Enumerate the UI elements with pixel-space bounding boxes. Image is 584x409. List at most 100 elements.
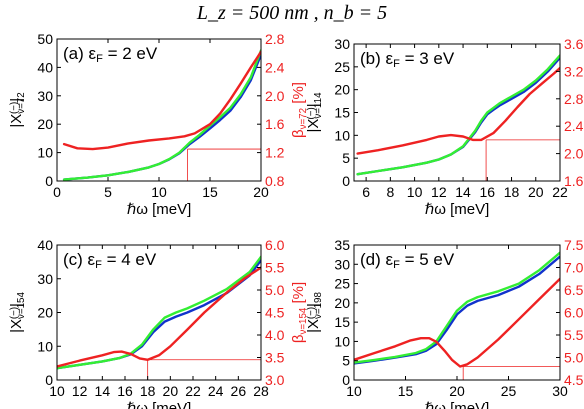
y2-tick-label: 1.6 <box>564 173 584 189</box>
series-red-line <box>62 50 261 151</box>
y2-tick-label: 4.0 <box>265 327 285 343</box>
series-blue-line <box>57 259 261 370</box>
y-tick-label: 15 <box>334 105 350 121</box>
series-red-line <box>57 266 261 368</box>
series-red-line <box>354 277 560 368</box>
x-tick-label: 15 <box>202 184 218 200</box>
y2-tick-label: 5.5 <box>265 260 285 276</box>
y-axis-label: |Xν=114(−)| <box>305 92 324 133</box>
x-tick-label: 10 <box>49 383 65 399</box>
y2-tick-label: 2.0 <box>265 88 285 104</box>
x-tick-label: 20 <box>449 383 465 399</box>
series-blue-line <box>62 53 261 181</box>
x-tick-label: 6 <box>362 184 370 200</box>
y2-tick-label: 3.6 <box>564 36 584 52</box>
y-axis-label: |Xν=198(−)| <box>305 292 324 333</box>
y2-tick-label: 1.2 <box>265 145 285 161</box>
x-tick-label: 22 <box>552 184 568 200</box>
y-tick-label: 20 <box>37 116 53 132</box>
x-tick-label: 20 <box>253 184 269 200</box>
y-tick-label: 10 <box>37 338 53 354</box>
y-tick-label: 30 <box>334 256 350 272</box>
x-tick-label: 12 <box>431 184 447 200</box>
panel-label: (c) εF = 4 eV <box>63 250 157 271</box>
x-axis-label: ℏω [meV] <box>425 400 490 409</box>
x-tick-label: 20 <box>528 184 544 200</box>
x-tick-label: 10 <box>407 184 423 200</box>
y2-tick-label: 5.0 <box>564 350 584 366</box>
x-tick-label: 25 <box>501 383 517 399</box>
y2-tick-label: 1.6 <box>265 116 285 132</box>
y2-axis-label: βν=154 [%] <box>290 282 309 343</box>
x-tick-label: 24 <box>208 383 224 399</box>
panel-label: (a) εF = 2 eV <box>63 44 158 65</box>
y2-tick-label: 2.8 <box>265 31 285 47</box>
y-tick-label: 10 <box>334 127 350 143</box>
y-tick-label: 40 <box>37 237 53 253</box>
x-tick-label: 12 <box>72 383 88 399</box>
y-tick-label: 25 <box>334 276 350 292</box>
y-tick-label: 30 <box>37 88 53 104</box>
y2-tick-label: 4.5 <box>564 372 584 388</box>
y2-tick-label: 0.8 <box>265 173 285 189</box>
y2-tick-label: 5.5 <box>564 327 584 343</box>
y-tick-label: 5 <box>342 353 350 369</box>
y2-tick-label: 2.4 <box>564 118 584 134</box>
x-axis-label: ℏω [meV] <box>127 201 192 218</box>
x-tick-label: 10 <box>346 383 362 399</box>
x-tick-label: 5 <box>104 184 112 200</box>
y2-tick-label: 6.0 <box>265 237 285 253</box>
panel-a: 0 5 10 15 20 0 10 20 30 40 50 0.8 1.2 1.6 2.0 2.4 2.8 (a)… <box>8 31 309 218</box>
y-tick-label: 10 <box>334 333 350 349</box>
y-axis-label: |Xν=72(−)| <box>8 92 27 127</box>
y-tick-label: 15 <box>334 314 350 330</box>
y2-tick-label: 3.5 <box>265 350 285 366</box>
y-tick-label: 0 <box>342 372 350 388</box>
y2-tick-label: 2.0 <box>564 146 584 162</box>
x-tick-label: 15 <box>398 383 414 399</box>
figure-title: L_z = 500 nm , n_b = 5 <box>196 2 388 24</box>
y-tick-label: 30 <box>334 36 350 52</box>
x-tick-label: 30 <box>552 383 568 399</box>
y-tick-label: 20 <box>334 82 350 98</box>
x-tick-label: 22 <box>185 383 201 399</box>
y2-tick-label: 7.0 <box>564 260 584 276</box>
y-tick-label: 35 <box>334 237 350 253</box>
x-axis-label: ℏω [meV] <box>425 201 490 218</box>
y2-tick-label: 7.5 <box>564 237 584 253</box>
series-green-line <box>356 54 560 176</box>
x-tick-label: 16 <box>117 383 133 399</box>
y2-tick-label: 6.0 <box>564 305 584 321</box>
x-tick-label: 8 <box>386 184 394 200</box>
y-tick-label: 0 <box>45 173 53 189</box>
panel-c: 10 12 14 16 18 20 22 24 26 280102030403.03.54.04.… <box>8 237 309 409</box>
y-tick-label: 0 <box>342 173 350 189</box>
y2-tick-label: 2.8 <box>564 91 584 107</box>
y2-tick-label: 4.5 <box>265 305 285 321</box>
series-green-line <box>57 255 261 370</box>
y-tick-label: 0 <box>45 372 53 388</box>
y-tick-label: 20 <box>334 295 350 311</box>
y-axis-label: |Xν=154(−)| <box>8 292 27 333</box>
y-tick-label: 10 <box>37 145 53 161</box>
series-blue-line <box>356 56 560 176</box>
panel-label: (d) εF = 5 eV <box>360 250 455 271</box>
x-tick-label: 16 <box>480 184 496 200</box>
y2-tick-label: 2.4 <box>265 59 285 75</box>
x-tick-label: 26 <box>231 383 247 399</box>
series-green-line <box>62 49 261 181</box>
panel-d: 10 15 20 25 30 0 5 10 15 20 25 30 35 4.5 5.0 5.5 6.0 6.5 7… <box>305 237 584 409</box>
series-red-line <box>356 66 560 155</box>
x-tick-label: 0 <box>53 184 61 200</box>
y-tick-label: 30 <box>37 271 53 287</box>
y-tick-label: 50 <box>37 31 53 47</box>
y-tick-label: 20 <box>37 305 53 321</box>
y-tick-label: 40 <box>37 59 53 75</box>
x-tick-label: 18 <box>140 383 156 399</box>
y2-tick-label: 6.5 <box>564 282 584 298</box>
y2-tick-label: 5.0 <box>265 282 285 298</box>
y-tick-label: 5 <box>342 150 350 166</box>
x-tick-label: 28 <box>253 383 269 399</box>
